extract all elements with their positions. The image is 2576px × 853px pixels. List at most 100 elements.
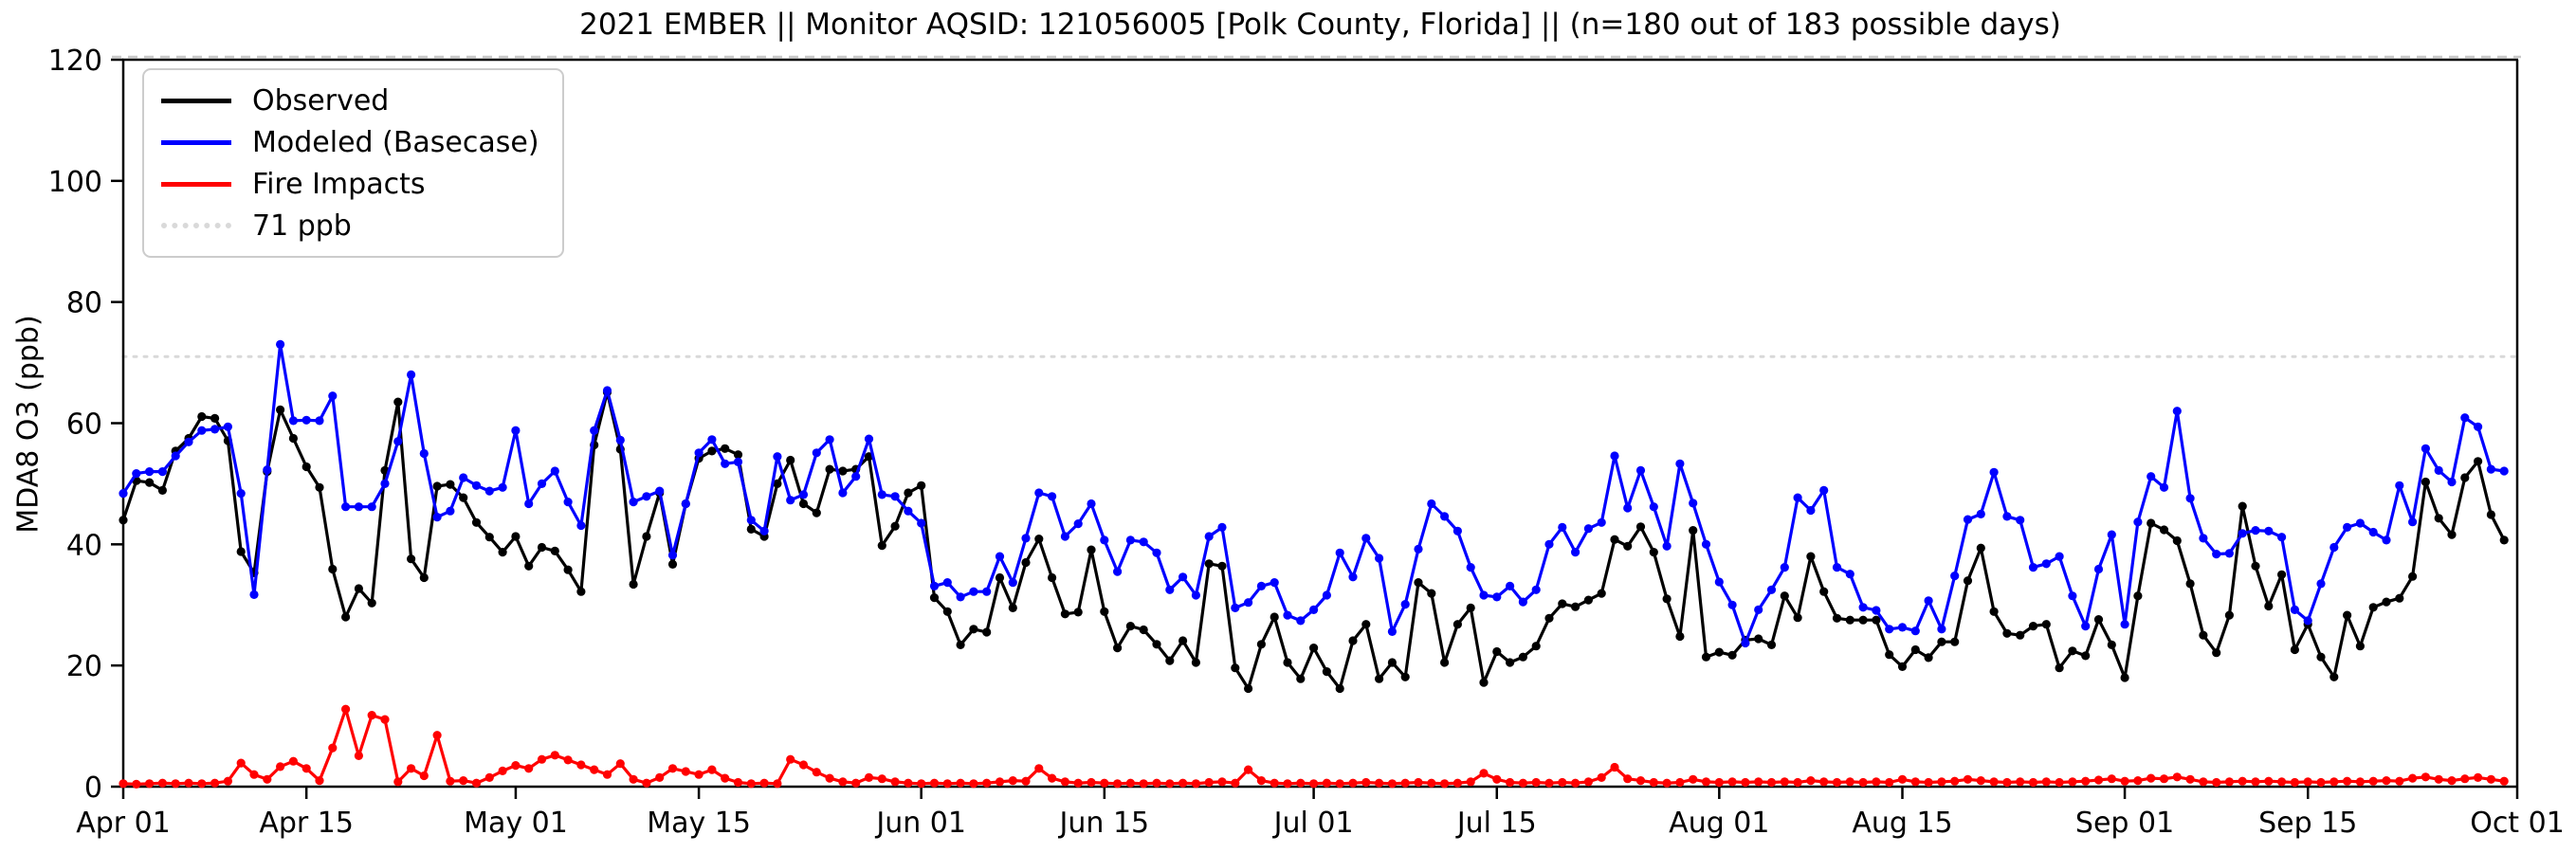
observed-marker — [1806, 552, 1816, 561]
fire-marker — [707, 765, 717, 774]
observed-marker — [1531, 642, 1541, 651]
fire-marker — [1544, 778, 1554, 788]
observed-markers — [119, 388, 2509, 694]
fire-marker — [1780, 777, 1789, 787]
fire-marker — [1125, 778, 1135, 788]
fire-marker — [1727, 777, 1737, 787]
modeled-marker — [1400, 600, 1410, 609]
fire-marker — [838, 777, 848, 787]
modeled-marker — [1283, 610, 1292, 620]
observed-marker — [2408, 572, 2418, 581]
y-tick-label: 100 — [48, 166, 102, 199]
observed-marker — [446, 480, 455, 489]
modeled-marker — [1937, 625, 1946, 634]
modeled-marker — [746, 516, 756, 525]
observed-marker — [2316, 652, 2326, 662]
modeled-marker — [733, 457, 743, 466]
x-tick-label: May 01 — [464, 807, 568, 840]
modeled-marker — [1309, 605, 1319, 615]
modeled-marker — [1963, 515, 1973, 524]
observed-marker — [1675, 631, 1685, 642]
modeled-marker — [1558, 522, 1567, 533]
fire-marker — [2447, 776, 2457, 786]
x-tick-label: Sep 15 — [2258, 807, 2357, 840]
observed-marker — [1479, 678, 1489, 687]
fire-marker — [942, 779, 952, 789]
observed-marker — [1322, 667, 1331, 677]
modeled-marker — [602, 386, 612, 395]
observed-marker — [1597, 589, 1606, 598]
modeled-marker — [2395, 481, 2404, 490]
fire-marker — [354, 751, 363, 761]
observed-marker — [1231, 663, 1240, 673]
observed-marker — [498, 548, 507, 557]
observed-marker — [1113, 644, 1123, 653]
observed-marker — [2068, 646, 2077, 656]
observed-marker — [1635, 522, 1646, 532]
modeled-marker — [1806, 505, 1816, 516]
modeled-marker — [1335, 548, 1344, 557]
fire-marker — [1139, 779, 1148, 789]
y-tick-label: 40 — [66, 529, 102, 562]
fire-marker — [615, 759, 625, 769]
observed-marker — [537, 542, 547, 553]
observed-marker — [1361, 620, 1371, 629]
modeled-marker — [393, 437, 403, 446]
fire-marker — [276, 762, 285, 771]
fire-marker — [1361, 777, 1371, 788]
fire-marker — [184, 778, 193, 788]
fire-marker — [590, 765, 599, 774]
observed-marker — [236, 547, 246, 556]
modeled-marker — [2474, 422, 2483, 431]
observed-marker — [786, 455, 795, 465]
fire-marker — [471, 778, 482, 788]
modeled-marker — [2016, 516, 2025, 525]
fire-marker — [773, 779, 782, 789]
modeled-marker — [1125, 535, 1135, 545]
fire-line-swatch — [161, 181, 231, 187]
fire-marker — [1152, 778, 1161, 788]
fire-marker — [1806, 776, 1816, 786]
modeled-marker — [1635, 465, 1646, 475]
modeled-marker — [2212, 550, 2221, 559]
fire-marker — [1623, 774, 1633, 784]
modeled-marker — [2343, 522, 2352, 533]
fire-marker — [2224, 777, 2234, 787]
fire-marker — [1583, 777, 1593, 787]
observed-marker — [576, 587, 586, 596]
fire-marker — [2382, 776, 2391, 786]
observed-marker — [2343, 610, 2352, 620]
modeled-marker — [721, 459, 730, 468]
observed-marker — [328, 564, 338, 574]
fire-marker — [1858, 777, 1868, 788]
observed-marker — [1506, 658, 1515, 667]
legend-label-threshold: 71 ppb — [252, 209, 352, 243]
observed-marker — [1414, 578, 1423, 588]
x-tick-label: Jul 15 — [1455, 807, 1537, 840]
modeled-marker — [236, 489, 246, 499]
modeled-marker — [2408, 517, 2418, 527]
modeled-marker — [1858, 603, 1868, 612]
fire-marker — [1466, 777, 1475, 787]
observed-marker — [1544, 613, 1554, 623]
fire-marker — [315, 776, 324, 786]
fire-marker — [446, 776, 455, 786]
observed-marker — [1754, 634, 1763, 644]
modeled-marker — [1217, 522, 1227, 533]
modeled-marker — [759, 526, 769, 535]
x-tick-label: Apr 01 — [76, 807, 171, 840]
observed-marker — [798, 499, 809, 509]
fire-marker — [1178, 778, 1188, 788]
modeled-marker — [1741, 638, 1750, 648]
observed-marker — [1689, 526, 1698, 535]
observed-marker — [1008, 603, 1017, 613]
modeled-marker — [1897, 623, 1908, 632]
fire-marker — [210, 778, 220, 788]
modeled-marker — [184, 437, 193, 446]
fire-marker — [798, 760, 809, 770]
modeled-marker — [145, 467, 155, 477]
modeled-marker — [2434, 465, 2443, 475]
modeled-marker — [276, 339, 285, 349]
